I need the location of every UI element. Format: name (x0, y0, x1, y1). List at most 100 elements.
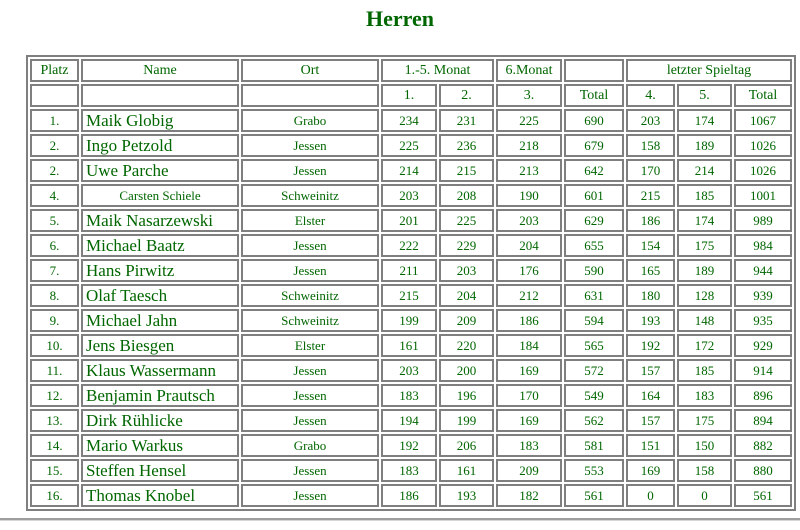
cell-value: 222 (381, 234, 437, 257)
cell-ort: Elster (241, 209, 379, 232)
table-row: 10. Jens Biesgen Elster 161 220 184 565 192 172 9… (30, 334, 792, 357)
standings-table: Platz Name Ort 1.-5. Monat 6.Monat letzt… (26, 55, 796, 511)
cell-value: 175 (677, 409, 732, 432)
cell-platz: 2. (30, 159, 79, 182)
cell-value: 581 (564, 434, 624, 457)
cell-platz: 13. (30, 409, 79, 432)
cell-platz: 2. (30, 134, 79, 157)
cell-value: 193 (626, 309, 675, 332)
cell-value: 151 (626, 434, 675, 457)
cell-name: Klaus Wassermann (81, 359, 239, 382)
cell-value: 183 (381, 459, 437, 482)
cell-value: 935 (734, 309, 792, 332)
subheader-blank-ort (241, 84, 379, 107)
cell-value: 200 (439, 359, 494, 382)
cell-value: 553 (564, 459, 624, 482)
cell-value: 655 (564, 234, 624, 257)
table-row: 2. Ingo Petzold Jessen 225 236 218 679 158 189 10… (30, 134, 792, 157)
cell-value: 158 (626, 134, 675, 157)
cell-platz: 12. (30, 384, 79, 407)
cell-value: 161 (381, 334, 437, 357)
cell-value: 204 (439, 284, 494, 307)
cell-value: 220 (439, 334, 494, 357)
header-platz: Platz (30, 59, 79, 82)
cell-value: 192 (626, 334, 675, 357)
cell-value: 206 (439, 434, 494, 457)
cell-value: 199 (381, 309, 437, 332)
table-row: 9. Michael Jahn Schweinitz 199 209 186 594 193 1… (30, 309, 792, 332)
cell-name: Michael Baatz (81, 234, 239, 257)
bottom-divider (0, 518, 800, 521)
table-head-group: Platz Name Ort 1.-5. Monat 6.Monat letzt… (30, 59, 792, 107)
cell-name: Michael Jahn (81, 309, 239, 332)
table-row: 1. Maik Globig Grabo 234 231 225 690 203 174 1067 (30, 109, 792, 132)
subheader-game-5: 5. (677, 84, 732, 107)
cell-value: 572 (564, 359, 624, 382)
cell-platz: 16. (30, 484, 79, 507)
cell-value: 165 (626, 259, 675, 282)
cell-name: Thomas Knobel (81, 484, 239, 507)
cell-value: 180 (626, 284, 675, 307)
cell-value: 209 (496, 459, 562, 482)
table-row: 7. Hans Pirwitz Jessen 211 203 176 590 165 189 94… (30, 259, 792, 282)
cell-value: 174 (677, 209, 732, 232)
cell-value: 204 (496, 234, 562, 257)
cell-ort: Jessen (241, 259, 379, 282)
cell-value: 158 (677, 459, 732, 482)
cell-value: 148 (677, 309, 732, 332)
table-row: 12. Benjamin Prautsch Jessen 183 196 170 549 16… (30, 384, 792, 407)
cell-ort: Grabo (241, 434, 379, 457)
cell-name: Olaf Taesch (81, 284, 239, 307)
cell-value: 642 (564, 159, 624, 182)
cell-value: 215 (626, 184, 675, 207)
cell-value: 914 (734, 359, 792, 382)
cell-platz: 14. (30, 434, 79, 457)
cell-value: 203 (381, 359, 437, 382)
header-blank-cell (564, 59, 624, 82)
cell-value: 225 (439, 209, 494, 232)
cell-value: 169 (496, 359, 562, 382)
cell-value: 199 (439, 409, 494, 432)
cell-platz: 1. (30, 109, 79, 132)
cell-value: 561 (734, 484, 792, 507)
subheader-game-2: 2. (439, 84, 494, 107)
cell-ort: Jessen (241, 359, 379, 382)
cell-ort: Jessen (241, 234, 379, 257)
cell-ort: Jessen (241, 484, 379, 507)
cell-value: 183 (677, 384, 732, 407)
cell-name: Mario Warkus (81, 434, 239, 457)
cell-value: 157 (626, 359, 675, 382)
table-row: 6. Michael Baatz Jessen 222 229 204 655 154 175 9… (30, 234, 792, 257)
subheader-total-1: Total (564, 84, 624, 107)
cell-ort: Schweinitz (241, 309, 379, 332)
cell-value: 214 (677, 159, 732, 182)
cell-value: 186 (496, 309, 562, 332)
cell-value: 1026 (734, 159, 792, 182)
cell-value: 208 (439, 184, 494, 207)
cell-value: 629 (564, 209, 624, 232)
cell-value: 193 (439, 484, 494, 507)
cell-value: 929 (734, 334, 792, 357)
cell-value: 174 (677, 109, 732, 132)
cell-value: 203 (626, 109, 675, 132)
subheader-blank-name (81, 84, 239, 107)
cell-ort: Grabo (241, 109, 379, 132)
cell-value: 880 (734, 459, 792, 482)
cell-value: 549 (564, 384, 624, 407)
cell-value: 989 (734, 209, 792, 232)
cell-value: 201 (381, 209, 437, 232)
table-row: 14. Mario Warkus Grabo 192 206 183 581 151 150 88… (30, 434, 792, 457)
cell-name: Uwe Parche (81, 159, 239, 182)
cell-platz: 5. (30, 209, 79, 232)
cell-platz: 15. (30, 459, 79, 482)
cell-value: 213 (496, 159, 562, 182)
cell-value: 218 (496, 134, 562, 157)
cell-value: 157 (626, 409, 675, 432)
cell-name: Carsten Schiele (81, 184, 239, 207)
cell-value: 164 (626, 384, 675, 407)
cell-value: 170 (496, 384, 562, 407)
cell-value: 0 (626, 484, 675, 507)
cell-value: 939 (734, 284, 792, 307)
cell-value: 175 (677, 234, 732, 257)
header-monat-1-5: 1.-5. Monat (381, 59, 494, 82)
